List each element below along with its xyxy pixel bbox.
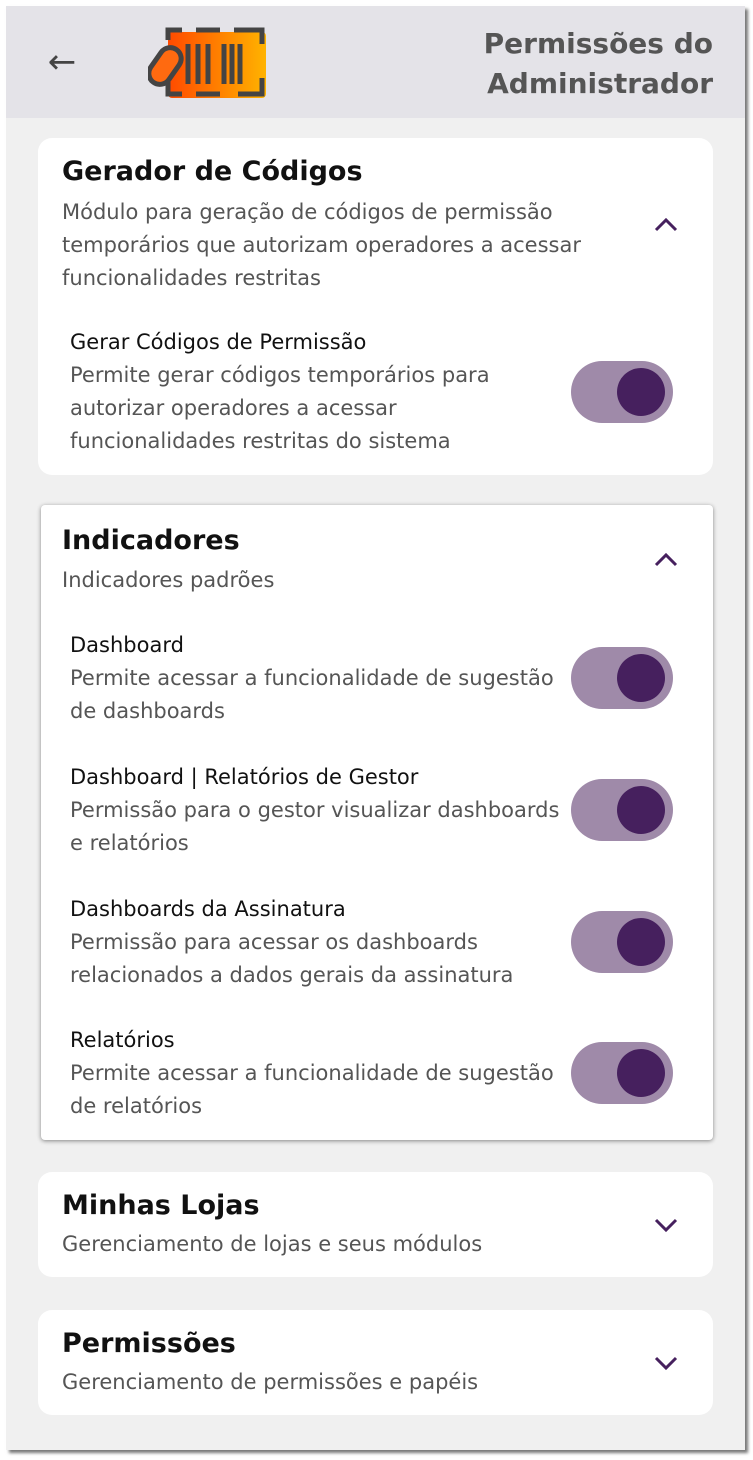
toggle-thumb: [617, 786, 665, 834]
chevron-up-icon[interactable]: [651, 545, 681, 575]
item-description: Permissão para o gestor visualizar dashb…: [70, 798, 560, 855]
item-title: Relatórios: [70, 1028, 175, 1052]
toggle-thumb: [617, 918, 665, 966]
toggle-thumb: [617, 1049, 665, 1097]
toggle-thumb: [617, 368, 665, 416]
permission-item: Dashboard Permite acessar a funcionalida…: [70, 629, 670, 728]
section-indicadores: Indicadores Indicadores padrões Dashboar…: [41, 505, 713, 1140]
section-subtitle: Módulo para geração de códigos de permis…: [62, 200, 581, 290]
item-description: Permite gerar códigos temporários para a…: [70, 363, 490, 453]
permission-item: Dashboards da Assinatura Permissão para …: [70, 893, 670, 992]
toggle-dashboard[interactable]: [571, 647, 673, 709]
section-subtitle: Gerenciamento de lojas e seus módulos: [62, 1232, 483, 1256]
app-screen: ← Permissões do Administrador Gerador de …: [6, 6, 745, 1450]
page-title: Permissões do Administrador: [483, 27, 713, 100]
app-header: ← Permissões do Administrador: [6, 6, 745, 118]
section-title: Minhas Lojas: [62, 1190, 260, 1221]
toggle-gerar-codigos[interactable]: [571, 361, 673, 423]
item-description: Permite acessar a funcionalidade de suge…: [70, 1061, 554, 1118]
section-minhas-lojas[interactable]: Minhas Lojas Gerenciamento de lojas e se…: [38, 1172, 713, 1277]
section-title: Indicadores: [62, 525, 240, 556]
permission-item: Relatórios Permite acessar a funcionalid…: [70, 1024, 670, 1123]
permission-item: Gerar Códigos de Permissão Permite gerar…: [70, 326, 670, 458]
section-permissoes[interactable]: Permissões Gerenciamento de permissões e…: [38, 1310, 713, 1415]
toggle-dashboards-assinatura[interactable]: [571, 911, 673, 973]
chevron-down-icon[interactable]: [651, 1348, 681, 1378]
section-subtitle: Indicadores padrões: [62, 568, 275, 592]
toggle-dashboard-relatorios-gestor[interactable]: [571, 779, 673, 841]
item-title: Dashboard: [70, 633, 184, 657]
toggle-relatorios[interactable]: [571, 1042, 673, 1104]
back-button[interactable]: ←: [40, 40, 84, 84]
item-title: Gerar Códigos de Permissão: [70, 330, 367, 354]
chevron-up-icon[interactable]: [651, 210, 681, 240]
chevron-down-icon[interactable]: [651, 1210, 681, 1240]
section-subtitle: Gerenciamento de permissões e papéis: [62, 1370, 479, 1394]
section-title: Permissões: [62, 1328, 236, 1359]
item-description: Permite acessar a funcionalidade de suge…: [70, 666, 554, 723]
item-description: Permissão para acessar os dashboards rel…: [70, 930, 514, 987]
permission-item: Dashboard | Relatórios de Gestor Permiss…: [70, 761, 670, 860]
section-title: Gerador de Códigos: [62, 156, 363, 187]
barcode-pill-logo: [148, 27, 266, 98]
arrow-left-icon: ←: [47, 42, 77, 82]
toggle-thumb: [617, 654, 665, 702]
item-title: Dashboards da Assinatura: [70, 897, 346, 921]
section-gerador-de-codigos: Gerador de Códigos Módulo para geração d…: [38, 138, 713, 475]
item-title: Dashboard | Relatórios de Gestor: [70, 765, 419, 789]
